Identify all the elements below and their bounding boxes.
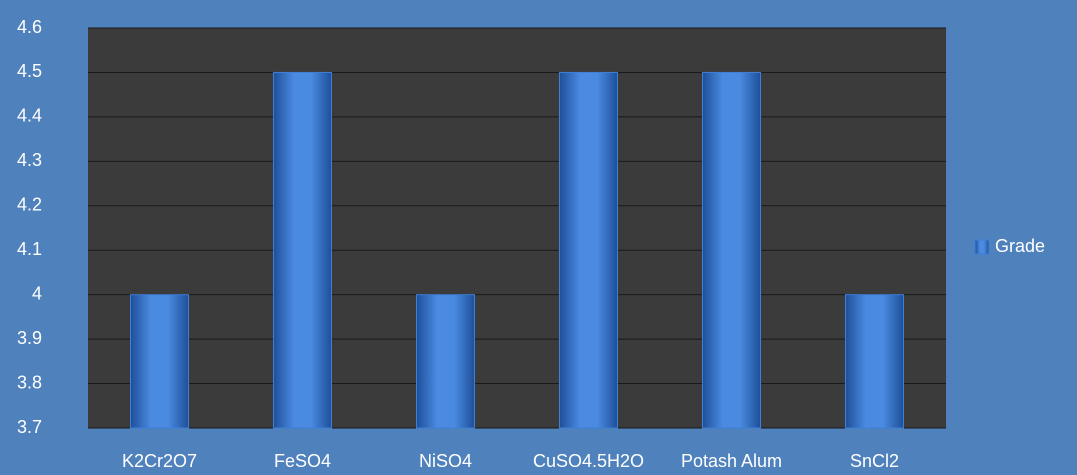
legend-label: Grade	[995, 236, 1045, 256]
x-tick-label: K2Cr2O7	[122, 451, 197, 471]
y-tick-label: 3.7	[17, 417, 42, 437]
legend-swatch	[974, 239, 990, 255]
y-tick-label: 4.1	[17, 239, 42, 259]
bar	[273, 71, 332, 429]
y-tick-label: 4.6	[17, 17, 42, 37]
y-tick-label: 3.9	[17, 328, 42, 348]
bar	[416, 294, 475, 429]
x-tick-label: SnCl2	[850, 451, 899, 471]
y-tick-label: 4.5	[17, 61, 42, 81]
bar	[559, 71, 618, 429]
x-tick-label: CuSO4.5H2O	[533, 451, 644, 471]
bar	[845, 294, 904, 429]
bar	[702, 71, 761, 429]
y-tick-label: 3.8	[17, 372, 42, 392]
plot-area	[88, 28, 946, 428]
y-tick-label: 4.3	[17, 150, 42, 170]
x-tick-label: NiSO4	[419, 451, 472, 471]
x-tick-label: Potash Alum	[681, 451, 782, 471]
y-tick-label: 4.2	[17, 195, 42, 215]
y-tick-label: 4.4	[17, 106, 42, 126]
x-tick-label: FeSO4	[274, 451, 331, 471]
bar	[130, 294, 189, 429]
y-tick-label: 4	[32, 283, 42, 303]
